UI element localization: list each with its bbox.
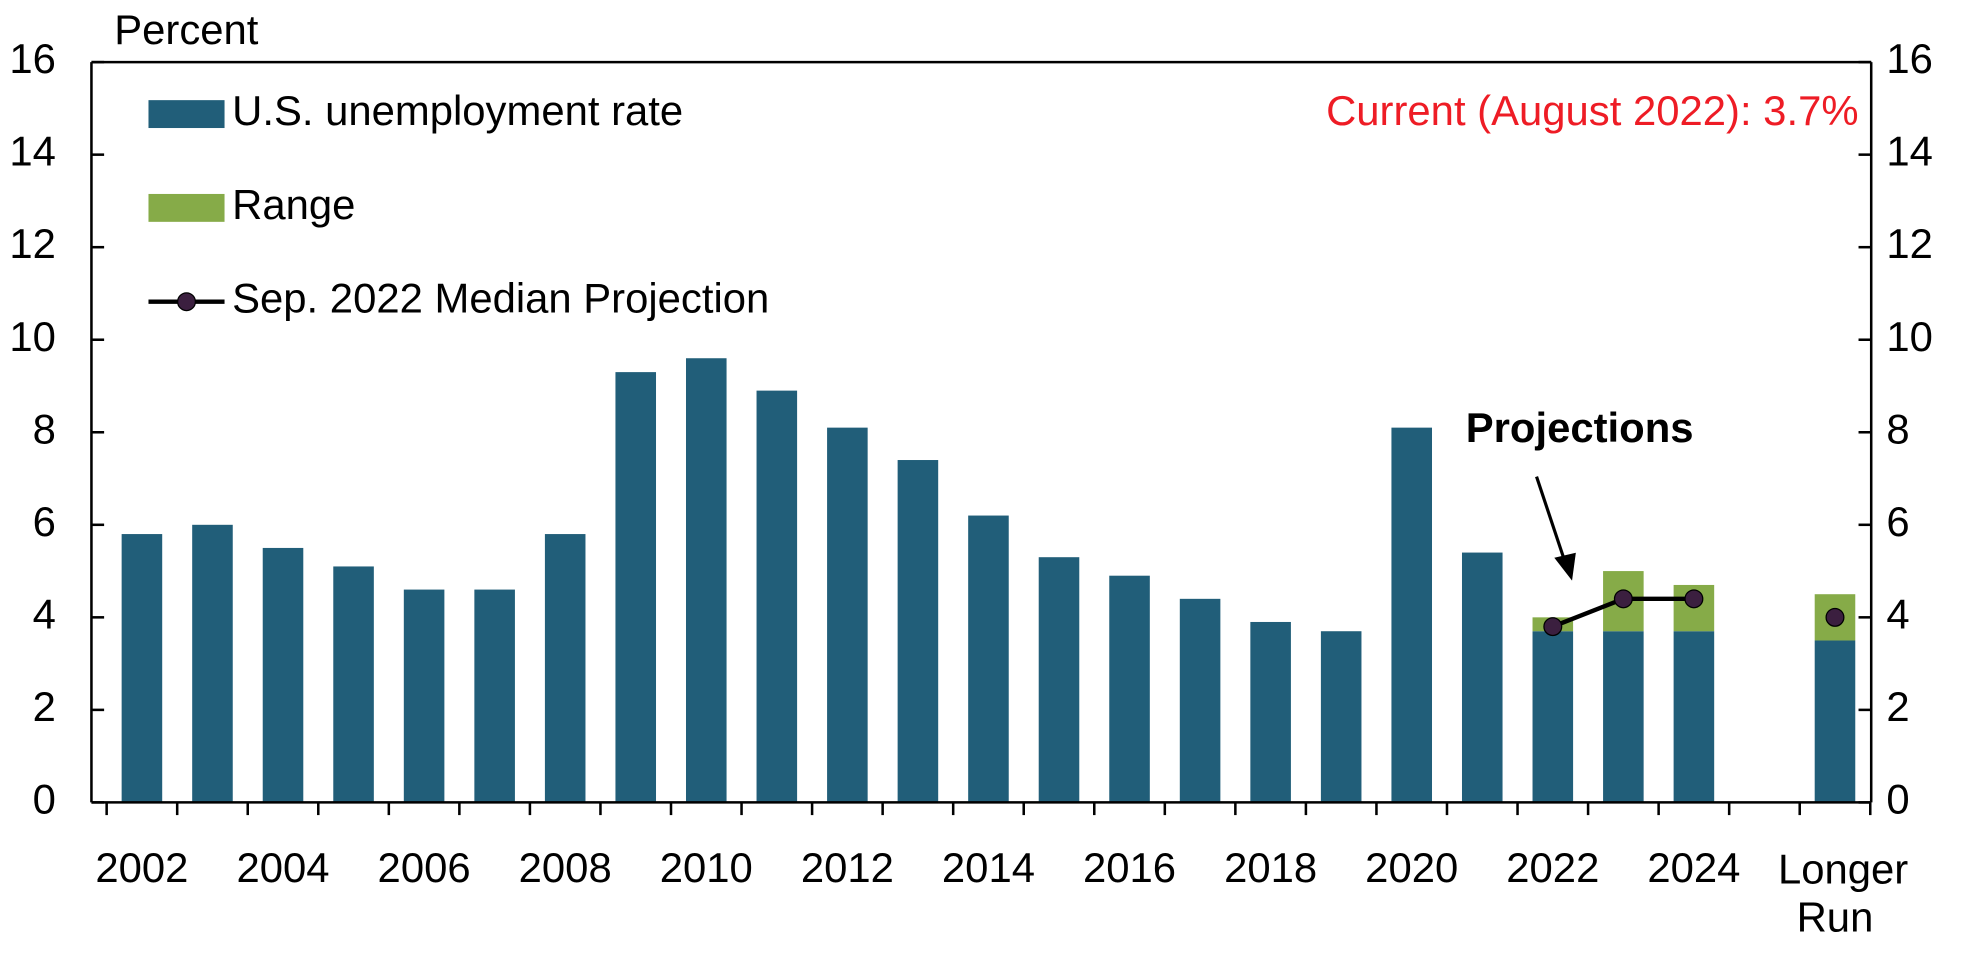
bar-segment xyxy=(1461,552,1503,803)
y-axis-label: Percent xyxy=(114,6,259,53)
x-tick-label: 2006 xyxy=(378,844,471,891)
legend-label: Range xyxy=(232,181,355,228)
bar-segment xyxy=(1320,631,1362,803)
x-tick-label: 2002 xyxy=(95,844,188,891)
y2-tick-label: 14 xyxy=(1886,128,1933,175)
bar-segment xyxy=(1673,631,1715,803)
bar-segment xyxy=(121,534,163,803)
legend-marker xyxy=(177,292,197,312)
projections-annotation: Projections xyxy=(1466,404,1694,451)
bar-segment xyxy=(1391,427,1433,803)
x-tick-label: 2024 xyxy=(1647,844,1740,891)
x-tick-label: 2014 xyxy=(942,844,1035,891)
x-tick-label: 2016 xyxy=(1083,844,1176,891)
y2-tick-label: 6 xyxy=(1886,498,1909,545)
y-tick-label: 0 xyxy=(33,775,56,822)
legend-swatch xyxy=(148,193,225,222)
x-tick-label: 2020 xyxy=(1365,844,1458,891)
y-tick-label: 14 xyxy=(9,128,56,175)
x-tick-label: 2018 xyxy=(1224,844,1317,891)
y-tick-label: 12 xyxy=(9,220,56,267)
bar-segment xyxy=(968,515,1009,803)
y2-tick-label: 8 xyxy=(1886,405,1909,452)
bar-segment xyxy=(1532,631,1574,803)
bar-segment xyxy=(1250,621,1291,803)
bar-segment xyxy=(1603,631,1644,803)
y2-tick-label: 0 xyxy=(1886,775,1909,822)
bar-segment xyxy=(615,372,657,803)
y-tick-label: 6 xyxy=(33,498,56,545)
y2-tick-label: 4 xyxy=(1886,590,1909,637)
bar-segment xyxy=(756,390,798,803)
x-tick-label-wrap: Longer Run xyxy=(1777,845,1909,941)
y-tick-label: 10 xyxy=(9,313,56,360)
x-tick-label: 2010 xyxy=(660,844,753,891)
legend-label: U.S. unemployment rate xyxy=(232,87,683,134)
x-tick-label: 2008 xyxy=(519,844,612,891)
current-annotation: Current (August 2022): 3.7% xyxy=(1326,87,1858,134)
y-tick-label: 2 xyxy=(33,683,56,730)
bar-segment xyxy=(685,358,727,803)
bar-segment xyxy=(192,524,233,803)
y-tick-label: 8 xyxy=(33,405,56,452)
median-point xyxy=(1825,607,1845,627)
median-point xyxy=(1543,617,1563,637)
bar-segment xyxy=(827,427,868,803)
y2-tick-label: 10 xyxy=(1886,313,1933,360)
x-tick-label: 2004 xyxy=(236,844,329,891)
bar-segment xyxy=(474,589,515,803)
y2-tick-label: 12 xyxy=(1886,220,1933,267)
annotation-arrow xyxy=(1535,476,1569,569)
arrow-head xyxy=(1554,552,1576,581)
bar-segment xyxy=(333,566,374,803)
bar-segment xyxy=(403,589,445,803)
bar-segment xyxy=(544,534,586,803)
bar-segment xyxy=(897,460,939,803)
bar-segment xyxy=(1179,598,1221,803)
bar-segment xyxy=(262,547,304,803)
bar-segment xyxy=(1814,640,1856,803)
y-tick-label: 4 xyxy=(33,590,56,637)
x-tick-label: 2022 xyxy=(1506,844,1599,891)
median-point xyxy=(1613,589,1633,609)
y2-tick-label: 2 xyxy=(1886,683,1909,730)
x-tick-label: Longer Run xyxy=(1777,845,1909,941)
bar-segment xyxy=(1109,575,1150,803)
x-tick-label: 2012 xyxy=(801,844,894,891)
legend-label: Sep. 2022 Median Projection xyxy=(232,275,769,322)
legend-swatch xyxy=(148,100,225,129)
y-tick-label: 16 xyxy=(9,35,56,82)
y2-tick-label: 16 xyxy=(1886,35,1933,82)
median-point xyxy=(1684,589,1704,609)
bar-segment xyxy=(1038,557,1080,803)
